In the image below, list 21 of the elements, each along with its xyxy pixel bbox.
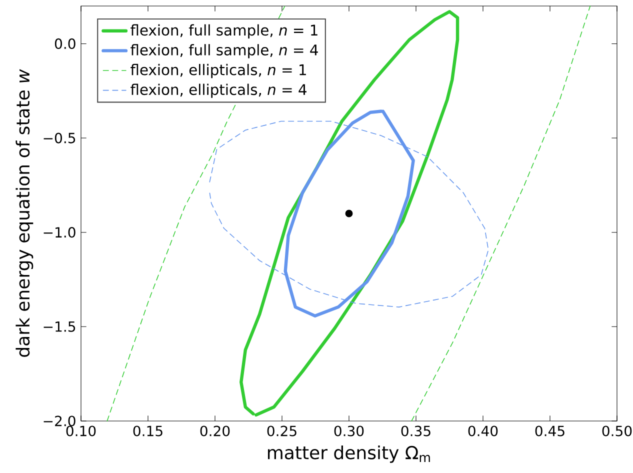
y-axis-title: dark energy equation of state w xyxy=(16,69,34,357)
x-tick-label: 0.25 xyxy=(267,426,296,436)
x-tick-label: 0.40 xyxy=(468,426,498,436)
legend-label: flexion, ellipticals, n = 4 xyxy=(130,84,306,98)
y-tick-label: −0.5 xyxy=(44,132,76,144)
y-tick-label: −2.0 xyxy=(44,416,76,426)
x-axis-title: matter density Ω$_{m}$ xyxy=(268,445,430,463)
y-tick-label: −1.5 xyxy=(44,321,76,332)
x-tick-label: 0.10 xyxy=(66,426,96,436)
x-tick-label: 0.45 xyxy=(535,426,564,436)
y-tick-label: 0.0 xyxy=(54,38,76,49)
y-tick-label: −1.0 xyxy=(44,227,76,238)
legend-label: flexion, ellipticals, n = 1 xyxy=(130,64,306,78)
legend-label: flexion, full sample, n = 4 xyxy=(130,44,318,58)
x-tick-label: 0.15 xyxy=(133,426,162,436)
x-tick-label: 0.20 xyxy=(200,426,230,436)
x-tick-label: 0.35 xyxy=(401,426,430,436)
legend-label: flexion, full sample, n = 1 xyxy=(130,24,318,38)
x-tick-label: 0.30 xyxy=(334,426,364,436)
line-series xyxy=(411,6,591,422)
x-tick-label: 0.50 xyxy=(602,426,632,436)
